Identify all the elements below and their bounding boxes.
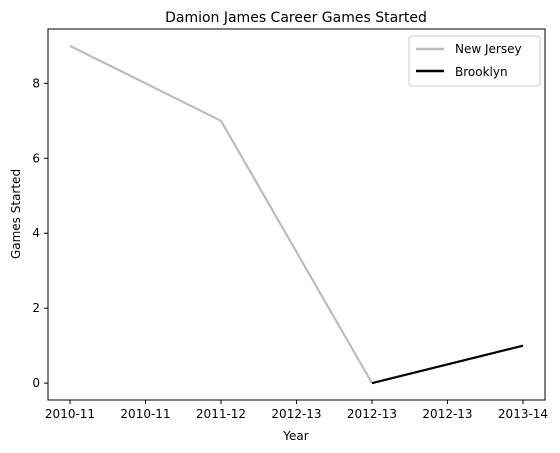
legend-label-brooklyn: Brooklyn xyxy=(455,65,508,79)
x-tick-label: 2010-11 xyxy=(45,407,95,421)
legend: New Jersey Brooklyn xyxy=(408,35,541,87)
y-tick-label: 6 xyxy=(32,151,40,165)
x-tick-label: 2013-14 xyxy=(498,407,548,421)
chart-title: Damion James Career Games Started xyxy=(165,10,427,26)
y-axis-ticks: 0 2 4 6 8 xyxy=(32,76,48,390)
x-tick-label: 2011-12 xyxy=(196,407,246,421)
plot-area xyxy=(47,28,546,401)
x-tick-label: 2012-13 xyxy=(347,407,397,421)
y-tick-label: 4 xyxy=(32,226,40,240)
y-tick-label: 8 xyxy=(32,76,40,90)
x-tick-label: 2010-11 xyxy=(120,407,170,421)
y-axis-label: Games Started xyxy=(9,169,23,259)
legend-label-new-jersey: New Jersey xyxy=(455,42,522,56)
series-line-brooklyn xyxy=(371,344,524,385)
y-tick-label: 2 xyxy=(32,301,40,315)
x-tick-label: 2012-13 xyxy=(422,407,472,421)
series-lines xyxy=(69,44,524,385)
x-tick-label: 2012-13 xyxy=(271,407,321,421)
x-axis-label: Year xyxy=(282,429,308,443)
series-line-new-jersey xyxy=(69,44,373,384)
x-axis-ticks: 2010-11 2010-11 2011-12 2012-13 2012-13 2012-… xyxy=(45,400,548,421)
y-tick-label: 0 xyxy=(32,376,40,390)
